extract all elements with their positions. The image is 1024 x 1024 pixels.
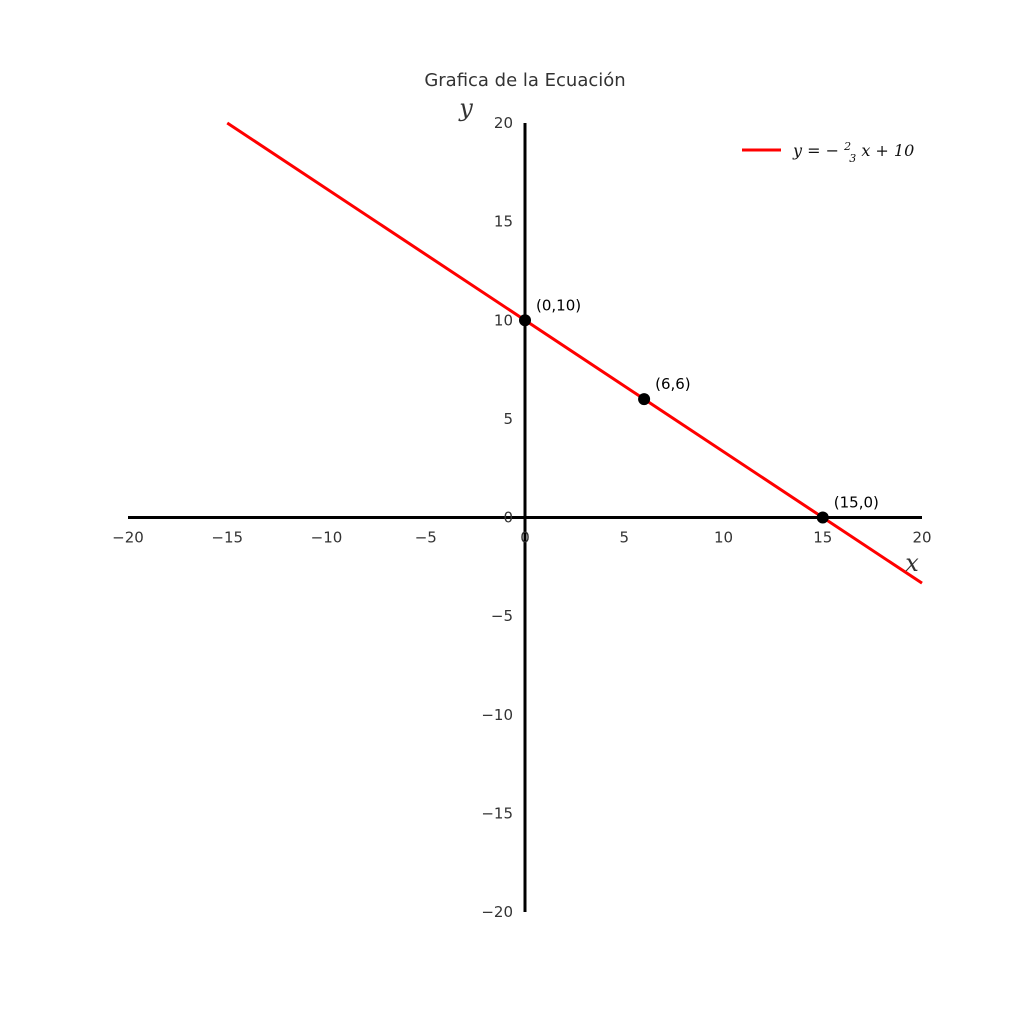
legend-label: y = − 2 3 x + 10 bbox=[792, 135, 914, 166]
x-tick-label: −20 bbox=[112, 529, 144, 547]
data-point-label: (6,6) bbox=[655, 375, 691, 393]
y-tick-label: 20 bbox=[494, 114, 513, 132]
y-tick-label: −20 bbox=[481, 903, 513, 921]
x-tick-label: 15 bbox=[813, 529, 832, 547]
data-points: (0,10) (6,6) (15,0) bbox=[519, 296, 879, 524]
tick-labels: −20 −15 −10 −5 0 5 10 15 20 −20 −15 −10 −5 0 5 10 15 20 bbox=[112, 114, 931, 921]
x-tick-label: −10 bbox=[311, 529, 343, 547]
legend-fraction-denominator: 3 bbox=[849, 152, 856, 165]
y-tick-label: 0 bbox=[503, 509, 513, 527]
x-tick-label: 5 bbox=[619, 529, 629, 547]
data-point bbox=[519, 314, 531, 327]
series-lines bbox=[226, 121, 923, 585]
legend-lhs: y = − bbox=[792, 141, 839, 160]
legend-fraction-numerator: 2 bbox=[843, 140, 851, 153]
data-point-label: (15,0) bbox=[834, 494, 879, 512]
legend: y = − 2 3 x + 10 bbox=[742, 135, 914, 166]
y-tick-label: −10 bbox=[481, 706, 513, 724]
data-point bbox=[638, 393, 651, 406]
series-line bbox=[226, 121, 923, 585]
legend-rhs: x + 10 bbox=[861, 141, 914, 160]
x-tick-label: −15 bbox=[211, 529, 243, 547]
axes bbox=[128, 123, 922, 912]
x-tick-label: 0 bbox=[520, 529, 530, 547]
y-tick-label: 5 bbox=[503, 410, 513, 428]
x-tick-label: −5 bbox=[415, 529, 437, 547]
y-tick-label: 15 bbox=[494, 213, 513, 231]
x-axis-label: x bbox=[905, 549, 919, 577]
y-axis-label: y bbox=[458, 94, 473, 122]
chart-title: Grafica de la Ecuación bbox=[424, 70, 625, 91]
y-tick-label: 10 bbox=[494, 311, 513, 329]
data-point bbox=[816, 511, 829, 524]
data-point-label: (0,10) bbox=[536, 296, 581, 314]
x-tick-label: 20 bbox=[912, 529, 931, 547]
y-tick-label: −5 bbox=[491, 607, 513, 625]
x-tick-label: 10 bbox=[714, 529, 733, 547]
y-tick-label: −15 bbox=[481, 804, 513, 822]
